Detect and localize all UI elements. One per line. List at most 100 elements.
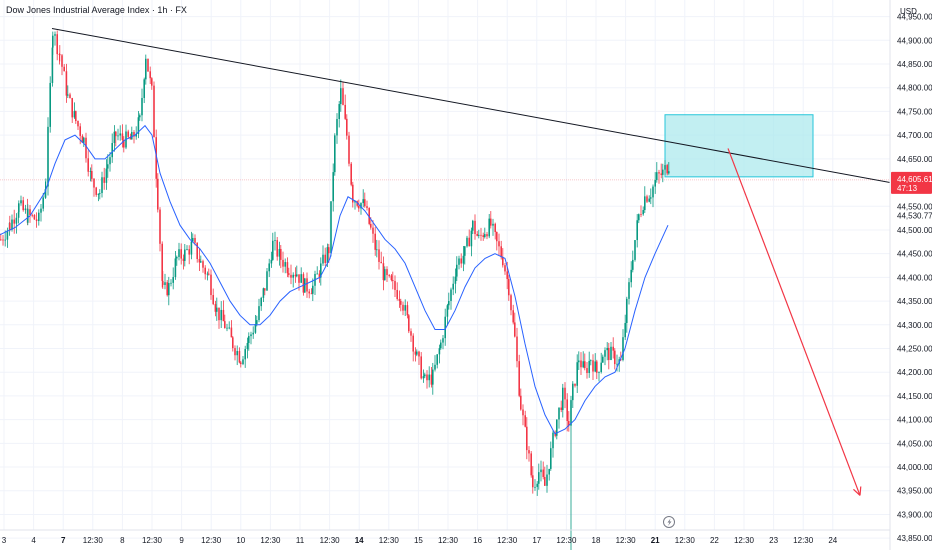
time-tick-label: 12:30 <box>83 536 104 545</box>
candle <box>452 276 454 296</box>
time-tick-label: 12:30 <box>675 536 696 545</box>
candle <box>280 244 282 269</box>
candle <box>520 388 522 411</box>
candle <box>666 163 668 176</box>
candle <box>498 233 500 256</box>
candle <box>430 366 433 388</box>
time-tick-label: 12:30 <box>497 536 518 545</box>
candle <box>218 307 220 329</box>
candle <box>664 160 666 175</box>
currency-label[interactable]: USD <box>900 7 917 16</box>
lightning-icon[interactable] <box>663 516 675 528</box>
candle <box>180 243 182 265</box>
candle <box>155 129 157 188</box>
candle <box>632 250 634 273</box>
candle <box>232 336 234 352</box>
candle <box>484 227 486 239</box>
candle <box>121 124 124 148</box>
candle <box>296 265 298 278</box>
candle <box>626 296 628 333</box>
resistance-zone[interactable] <box>664 114 814 178</box>
candle <box>216 297 218 321</box>
projection-arrow[interactable] <box>727 148 862 496</box>
candle <box>492 218 494 236</box>
bar-countdown: 47:13 <box>897 184 918 193</box>
candle <box>260 296 262 311</box>
price-axis[interactable]: 44,950.00 44,900.00 44,850.00 44,800.00 44,7… <box>889 0 932 550</box>
candle <box>546 464 548 493</box>
candle <box>526 417 528 460</box>
candle <box>127 129 129 139</box>
trendline[interactable] <box>51 27 891 184</box>
candle <box>157 173 159 213</box>
candle <box>536 481 538 496</box>
candle <box>222 300 225 322</box>
candle <box>440 339 442 350</box>
candle <box>320 257 322 286</box>
candle <box>470 227 473 257</box>
price-tick-label: 44,000.00 <box>897 463 932 472</box>
candle <box>576 354 578 394</box>
candle <box>488 214 490 239</box>
candle <box>416 349 418 357</box>
candle <box>159 207 161 252</box>
candle <box>198 248 201 271</box>
candle <box>410 328 412 342</box>
candle <box>15 213 18 234</box>
candle <box>402 301 404 316</box>
current-price-value: 44,605.61 <box>897 175 932 184</box>
candle <box>236 345 238 366</box>
candle <box>586 361 588 379</box>
candle <box>384 266 386 281</box>
resistance-zone-rect <box>664 114 814 178</box>
candle <box>480 227 482 241</box>
candle <box>248 332 250 351</box>
price-tick-label: 44,750.00 <box>897 107 932 116</box>
candle <box>29 204 31 223</box>
price-tick-label: 44,400.00 <box>897 273 932 282</box>
time-axis[interactable]: 3 4 7 12:30 8 12:30 9 12:30 10 12:30 11 12:30 14 12:3… <box>0 529 890 545</box>
candle <box>310 288 313 295</box>
time-tick-label: 17 <box>532 536 541 545</box>
candle <box>490 211 492 229</box>
time-tick-label: 23 <box>769 536 778 545</box>
candle <box>246 337 249 359</box>
candle <box>22 196 24 212</box>
candle <box>562 383 564 418</box>
candle <box>268 258 270 278</box>
candle <box>448 292 450 310</box>
candle <box>322 245 324 266</box>
candle <box>354 200 356 210</box>
candle <box>115 130 117 147</box>
candle <box>404 299 406 317</box>
candle <box>73 102 76 119</box>
candle <box>532 466 534 494</box>
candle <box>382 256 385 291</box>
candle <box>340 79 342 112</box>
candle <box>316 266 318 275</box>
candle <box>438 344 441 364</box>
candle <box>168 276 170 306</box>
candle <box>190 231 193 260</box>
candle <box>362 189 364 208</box>
time-tick-label: 24 <box>828 536 837 545</box>
candle <box>364 192 366 208</box>
candle <box>4 230 6 247</box>
candle <box>434 355 436 372</box>
candle <box>85 132 87 163</box>
candle <box>24 204 27 214</box>
candle <box>33 214 36 220</box>
candle <box>628 277 630 305</box>
candle <box>145 54 147 85</box>
candle <box>436 354 438 369</box>
candle <box>63 64 65 72</box>
candle <box>292 272 294 288</box>
candle <box>97 193 100 202</box>
moving-average-line <box>0 124 669 435</box>
candle <box>634 239 636 262</box>
candle <box>508 274 510 301</box>
candle <box>69 92 71 99</box>
candle <box>390 274 393 282</box>
candle <box>408 314 410 334</box>
